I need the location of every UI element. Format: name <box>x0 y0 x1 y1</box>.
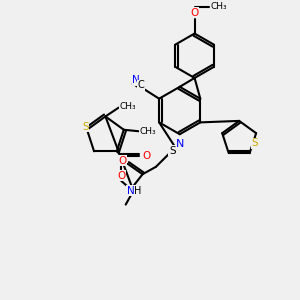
Text: S: S <box>169 146 175 155</box>
Text: N: N <box>176 139 184 149</box>
Text: S: S <box>82 122 89 132</box>
Text: S: S <box>251 138 258 148</box>
Text: C: C <box>138 80 144 90</box>
Text: H: H <box>134 185 142 196</box>
Text: CH₃: CH₃ <box>210 2 227 11</box>
Text: N: N <box>132 75 140 85</box>
Text: O: O <box>190 8 199 18</box>
Text: N: N <box>127 185 135 196</box>
Text: CH₃: CH₃ <box>119 102 136 111</box>
Text: O: O <box>118 156 127 166</box>
Text: CH₃: CH₃ <box>139 127 156 136</box>
Text: O: O <box>142 151 151 161</box>
Text: O: O <box>117 171 125 181</box>
